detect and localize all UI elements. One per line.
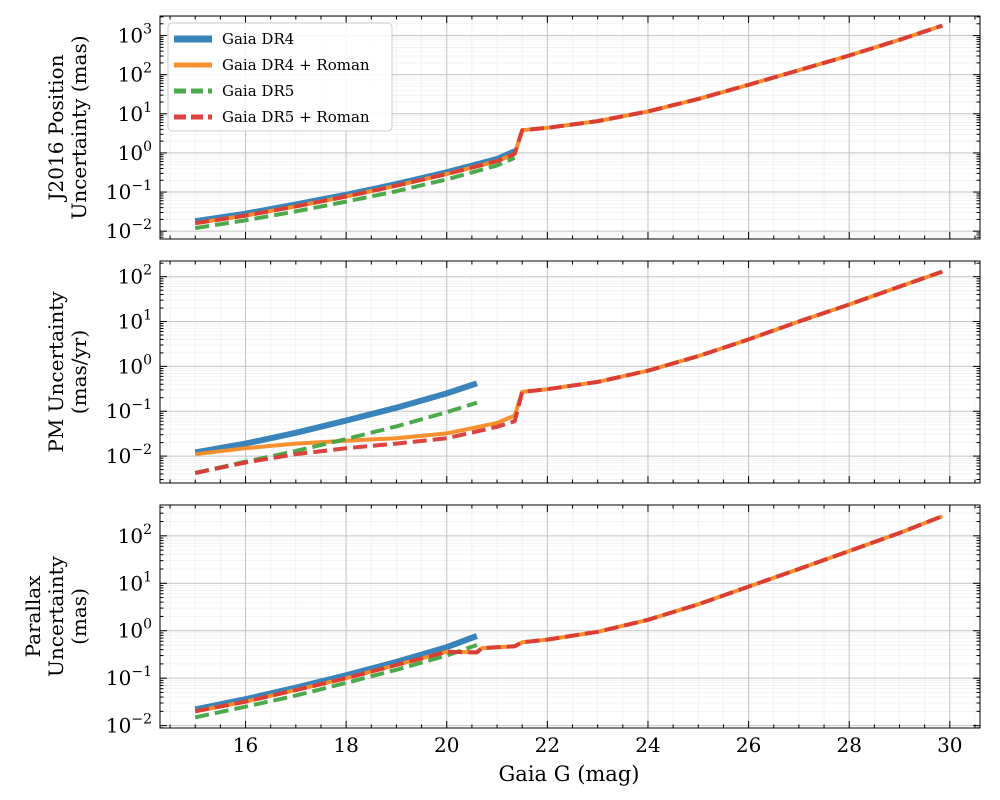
y-tick-label: 10−2 (106, 712, 152, 738)
axes-frame (159, 260, 981, 484)
y-tick-label: 10−1 (106, 664, 152, 690)
y-tick-label: 10−2 (106, 442, 152, 468)
y-tick-label: 102 (118, 61, 152, 87)
y-axis-label-line: (mas/yr) (67, 330, 91, 414)
y-axis-label-line: Uncertainty (44, 555, 68, 677)
legend-label: Gaia DR5 (222, 82, 294, 100)
y-tick-label-exponent: −1 (131, 664, 152, 680)
y-tick-label-base: 10 (106, 399, 131, 423)
tick-marks (160, 16, 980, 239)
y-tick-label-exponent: −1 (131, 178, 152, 194)
y-axis-label-line: (mas) (67, 588, 91, 645)
y-axis-label-line: PM Uncertainty (44, 291, 68, 453)
series-line-gaia-dr4 (194, 633, 478, 713)
y-tick-label-base: 10 (118, 354, 143, 378)
legend-box (167, 22, 393, 132)
x-tick-label: 22 (535, 733, 560, 757)
series-lines (194, 269, 943, 475)
x-tick-label: 16 (233, 733, 258, 757)
y-tick-label-exponent: −2 (131, 442, 152, 458)
y-tick-label-exponent: 1 (143, 100, 152, 116)
y-tick-label-base: 10 (118, 63, 143, 87)
x-axis-label: Gaia G (mag) (499, 762, 640, 786)
y-tick-label-base: 10 (106, 444, 131, 468)
series-line-gaia-dr5-roman (194, 23, 943, 226)
series-line-gaia-dr5 (194, 643, 478, 720)
x-tick-label: 24 (635, 733, 660, 757)
series-line-gaia-dr5-roman (194, 514, 944, 714)
y-tick-label: 10−1 (106, 397, 152, 423)
legend-label: Gaia DR4 (222, 30, 294, 48)
y-tick-label: 101 (118, 308, 152, 334)
y-tick-label-base: 10 (106, 666, 131, 690)
y-tick-label-base: 10 (118, 265, 143, 289)
tick-marks (160, 505, 980, 729)
y-tick-label: 100 (118, 139, 152, 165)
y-tick-label-base: 10 (118, 102, 143, 126)
legend-label: Gaia DR4 + Roman (222, 56, 370, 74)
y-tick-label: 103 (118, 22, 152, 48)
y-tick-label: 100 (118, 352, 152, 378)
y-tick-label-exponent: 3 (143, 22, 152, 38)
y-tick-label-exponent: 0 (143, 139, 152, 155)
series-line-gaia-dr4 (194, 380, 478, 456)
y-axis-label-line: Uncertainty (mas) (67, 35, 91, 219)
axes-frame (159, 15, 981, 240)
x-tick-label: 28 (836, 733, 861, 757)
y-tick-label-exponent: −2 (131, 217, 152, 233)
y-tick-label-exponent: 2 (143, 263, 152, 279)
y-tick-label-exponent: 2 (143, 522, 152, 538)
y-axis-label-line: J2016 Position (44, 54, 68, 202)
y-tick-label: 102 (118, 263, 152, 289)
y-tick-label: 100 (118, 617, 152, 643)
y-tick-label-exponent: 0 (143, 352, 152, 368)
y-tick-label-base: 10 (118, 310, 143, 334)
y-tick-label-base: 10 (118, 524, 143, 548)
y-tick-label-exponent: 1 (143, 308, 152, 324)
y-tick-label-base: 10 (118, 24, 143, 48)
x-tick-label: 30 (937, 733, 962, 757)
y-axis-label-line: Parallax (21, 575, 45, 658)
y-tick-label: 101 (118, 100, 152, 126)
y-tick-label-exponent: 2 (143, 61, 152, 77)
y-tick-label-base: 10 (106, 714, 131, 738)
legend-label: Gaia DR5 + Roman (222, 108, 370, 126)
series-lines (194, 23, 943, 231)
x-tick-label: 18 (333, 733, 358, 757)
grid-lines (160, 261, 980, 483)
x-tick-label: 20 (434, 733, 459, 757)
y-tick-label: 102 (118, 522, 152, 548)
y-tick-label-exponent: 1 (143, 569, 152, 585)
y-tick-label-exponent: −2 (131, 712, 152, 728)
tick-marks (160, 261, 980, 483)
y-tick-label-base: 10 (106, 219, 131, 243)
y-tick-label-exponent: 0 (143, 617, 152, 633)
legend: Gaia DR4 Gaia DR4 + Roman Gaia DR5 Gaia DR5… (167, 22, 393, 132)
series-lines (194, 514, 944, 720)
y-tick-label: 101 (118, 569, 152, 595)
y-tick-label-base: 10 (118, 619, 143, 643)
y-tick-label: 10−2 (106, 217, 152, 243)
y-tick-label-exponent: −1 (131, 397, 152, 413)
series-line-gaia-dr5-roman (194, 269, 943, 475)
series-line-gaia-dr4-roman (194, 269, 943, 457)
y-tick-label-base: 10 (118, 571, 143, 595)
y-tick-label-base: 10 (118, 141, 143, 165)
y-tick-label-base: 10 (106, 180, 131, 204)
y-tick-label: 10−1 (106, 178, 152, 204)
x-tick-label: 26 (736, 733, 761, 757)
